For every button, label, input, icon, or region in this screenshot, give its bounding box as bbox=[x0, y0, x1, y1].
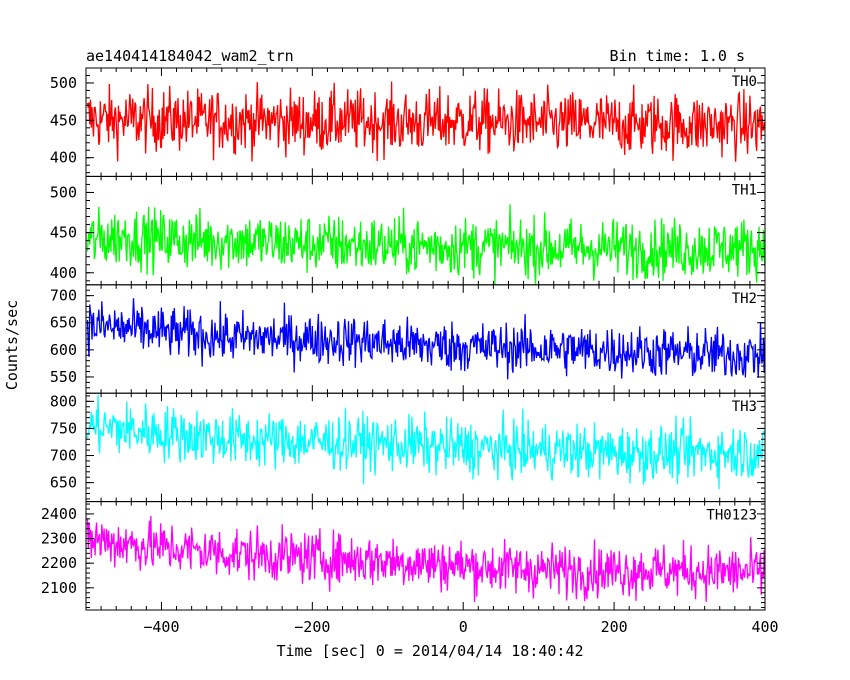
y-tick-label: 500 bbox=[50, 183, 77, 201]
panels-group: 400 450 500 TH0 400 450 500 TH1 550 600 650 700 TH2 6… bbox=[41, 67, 779, 636]
y-tick-label: 450 bbox=[50, 224, 77, 242]
y-tick-label: 700 bbox=[50, 287, 77, 305]
series-label-th0123: TH0123 bbox=[706, 508, 757, 524]
x-tick-label: 0 bbox=[459, 618, 468, 636]
series-line-th0123 bbox=[86, 515, 765, 603]
series-label-th0: TH0 bbox=[732, 74, 757, 90]
y-tick-label: 750 bbox=[50, 419, 77, 437]
x-tick-label: 400 bbox=[751, 618, 778, 636]
y-tick-label: 800 bbox=[50, 392, 77, 410]
y-tick-label: 650 bbox=[50, 314, 77, 332]
x-tick-label: −200 bbox=[294, 618, 330, 636]
y-axis-label: Counts/sec bbox=[3, 300, 21, 390]
x-axis-label: Time [sec] 0 = 2014/04/14 18:40:42 bbox=[276, 642, 583, 660]
panel-frame-th0123 bbox=[85, 501, 766, 611]
series-line-th1 bbox=[86, 204, 765, 285]
chart-title: ae140414184042_wam2_trn bbox=[86, 47, 294, 65]
y-tick-label: 700 bbox=[50, 447, 77, 465]
y-tick-label: 2400 bbox=[41, 505, 77, 523]
x-tick-label: −400 bbox=[143, 618, 179, 636]
y-tick-label: 500 bbox=[50, 74, 77, 92]
series-label-th3: TH3 bbox=[732, 399, 757, 415]
y-tick-label: 2100 bbox=[41, 579, 77, 597]
y-tick-label: 550 bbox=[50, 368, 77, 386]
series-line-th2 bbox=[86, 298, 765, 380]
y-tick-label: 650 bbox=[50, 474, 77, 492]
series-line-th0 bbox=[86, 81, 765, 162]
y-tick-label: 2200 bbox=[41, 554, 77, 572]
series-line-th3 bbox=[86, 394, 765, 490]
bin-time-label: Bin time: 1.0 s bbox=[610, 47, 745, 65]
y-tick-label: 600 bbox=[50, 341, 77, 359]
y-tick-label: 400 bbox=[50, 264, 77, 282]
series-label-th2: TH2 bbox=[732, 291, 757, 307]
y-tick-label: 450 bbox=[50, 111, 77, 129]
y-tick-label: 400 bbox=[50, 149, 77, 167]
series-label-th1: TH1 bbox=[732, 182, 757, 198]
x-tick-label: 200 bbox=[601, 618, 628, 636]
y-tick-label: 2300 bbox=[41, 530, 77, 548]
